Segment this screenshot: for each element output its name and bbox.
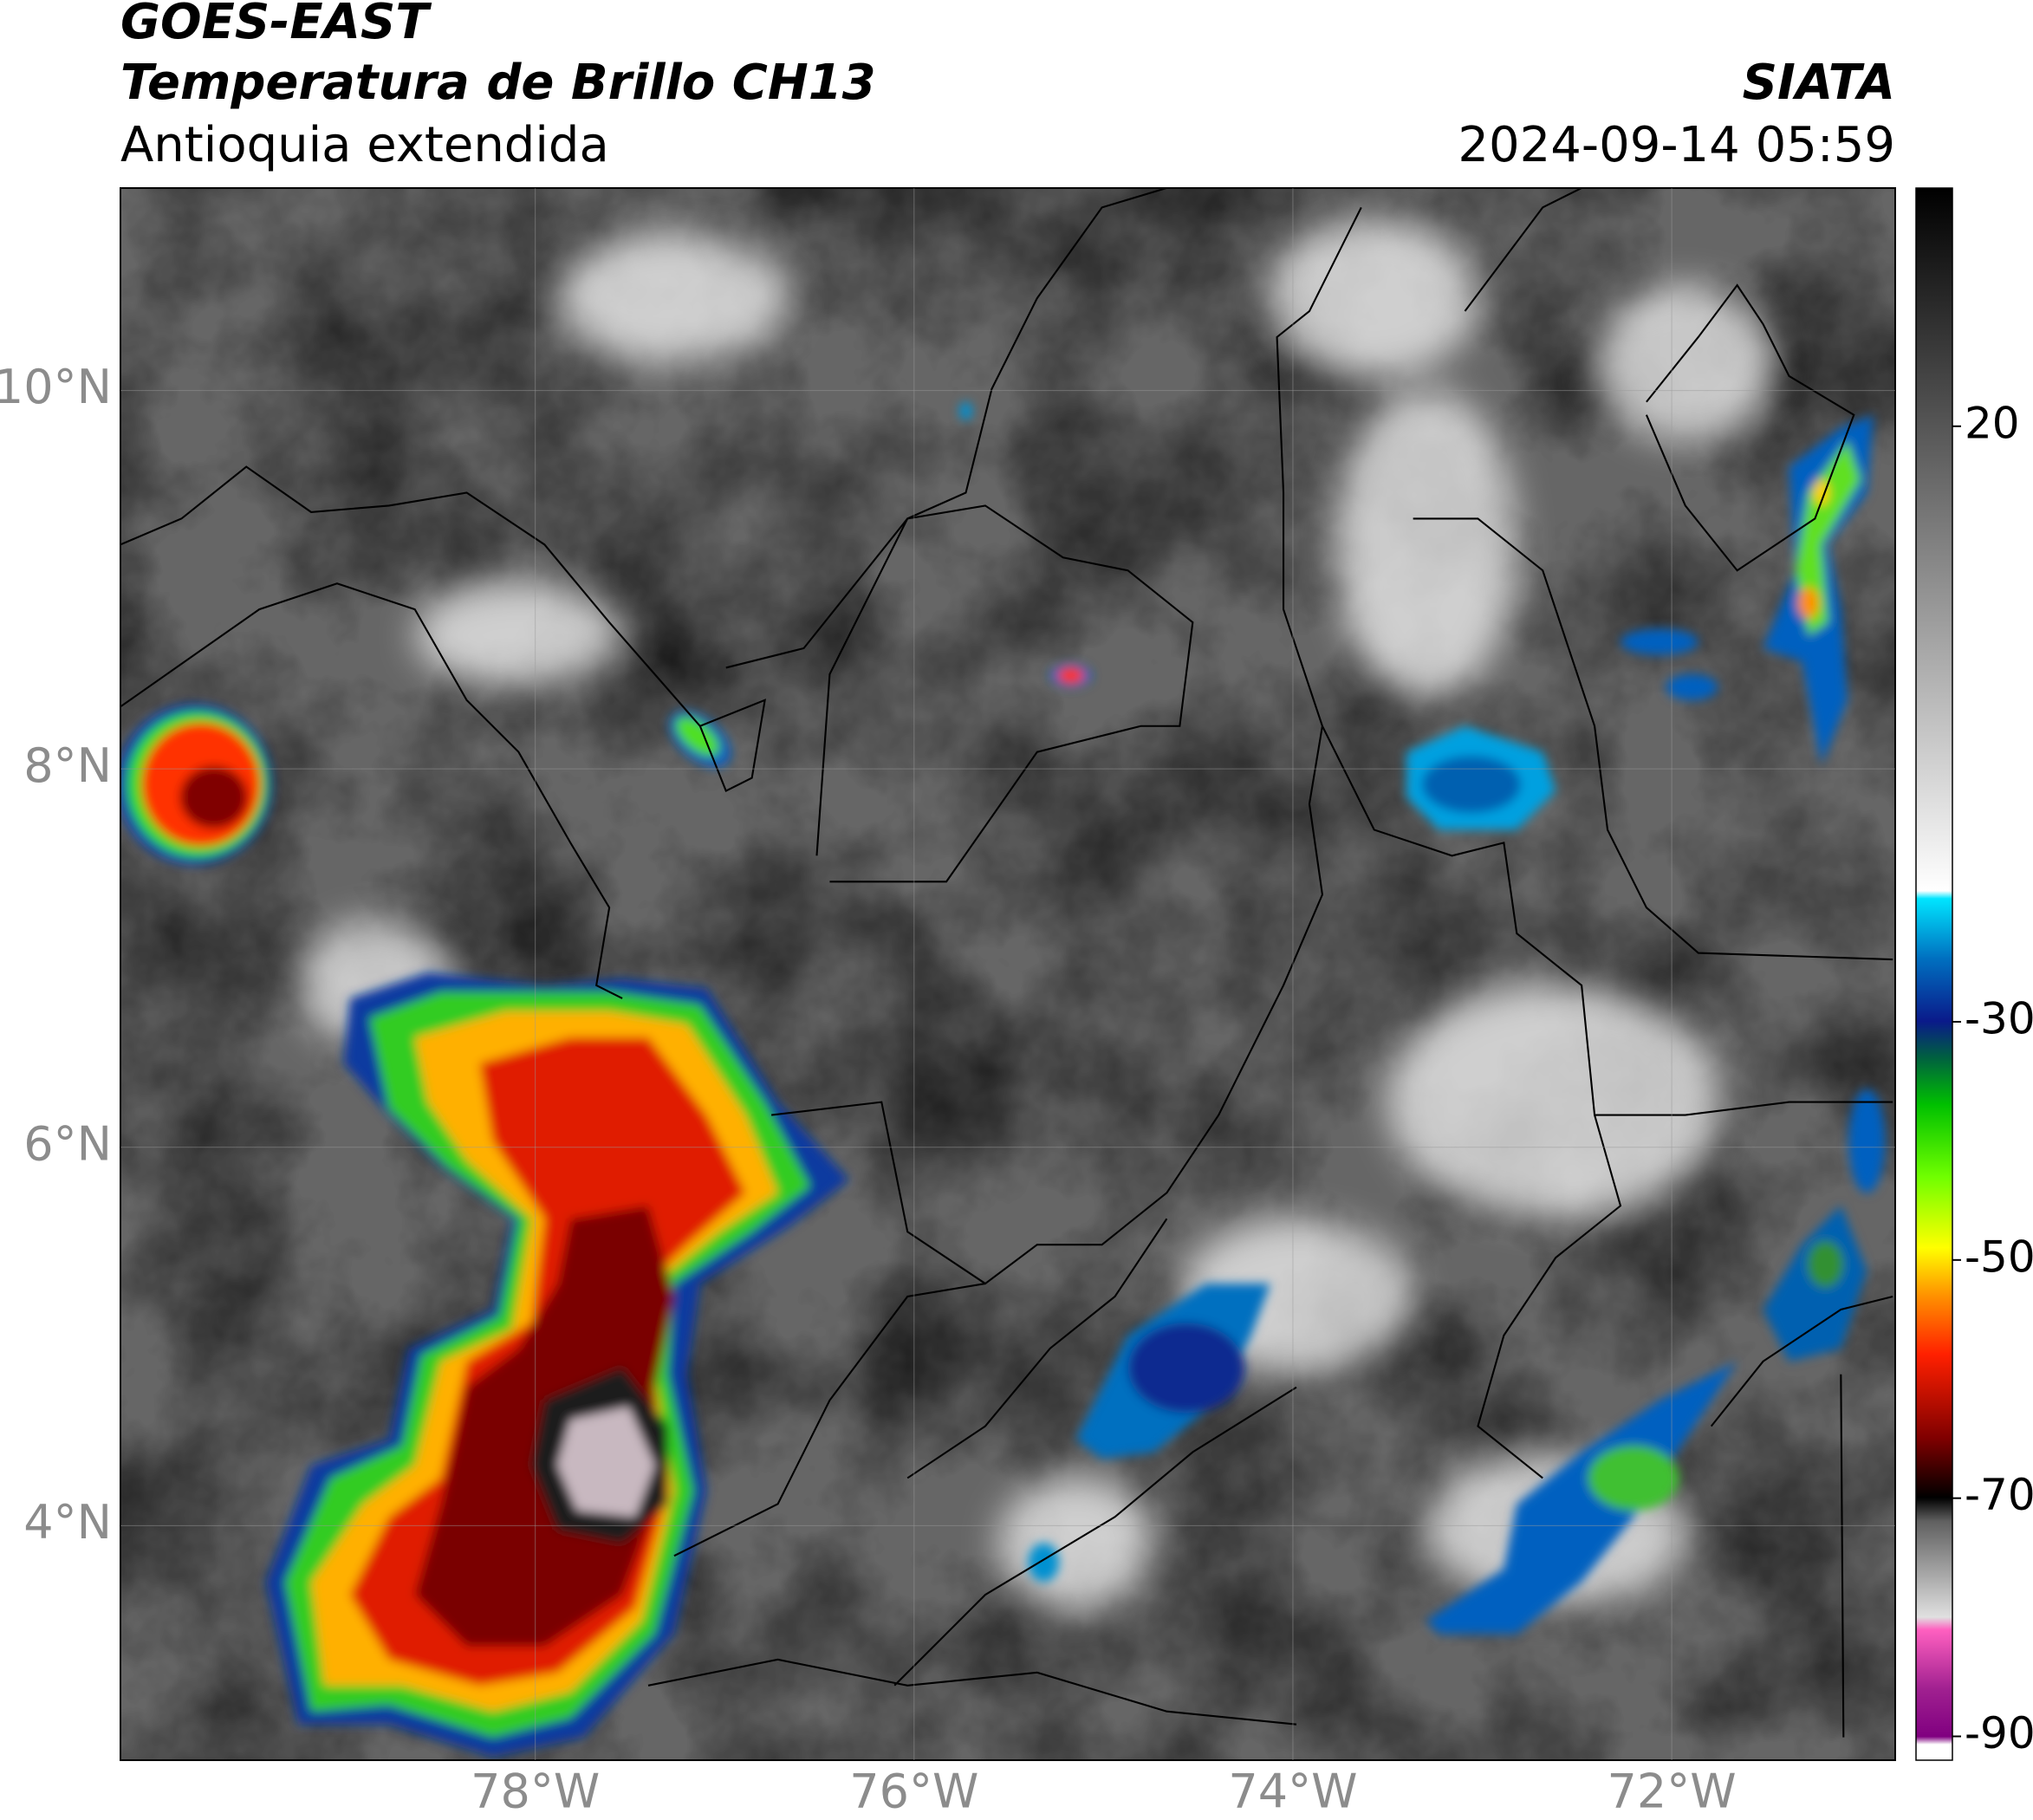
y-tick-label: 4°N [23, 1495, 112, 1550]
x-tick-label: 72°W [1608, 1765, 1737, 1819]
y-tick-label: 8°N [23, 738, 112, 793]
colorbar [1915, 187, 1953, 1761]
x-tick-label: 76°W [849, 1765, 978, 1819]
y-tick-label: 10°N [0, 360, 112, 414]
colorbar-tick-label: -70 [1965, 1470, 2033, 1520]
region: Antioquia extendida [120, 117, 609, 173]
satellite-image [120, 188, 1895, 1760]
subtitle: Temperatura de Brillo CH13 [120, 55, 876, 111]
y-tick-label: 6°N [23, 1116, 112, 1171]
colorbar-tick-label: -30 [1965, 993, 2033, 1043]
colorbar-tick-label: -90 [1965, 1708, 2033, 1758]
title: GOES-EAST [120, 0, 432, 50]
datetime: 2024-09-14 05:59 [1458, 117, 1895, 173]
x-tick-label: 74°W [1228, 1765, 1357, 1819]
source: SIATA [1743, 55, 1895, 111]
colorbar-tick-label: -50 [1965, 1232, 2033, 1282]
plot-frame [120, 187, 1896, 1761]
borders [120, 188, 1893, 1738]
x-tick-label: 78°W [471, 1765, 600, 1819]
colorbar-tick-label: 20 [1965, 398, 2020, 448]
